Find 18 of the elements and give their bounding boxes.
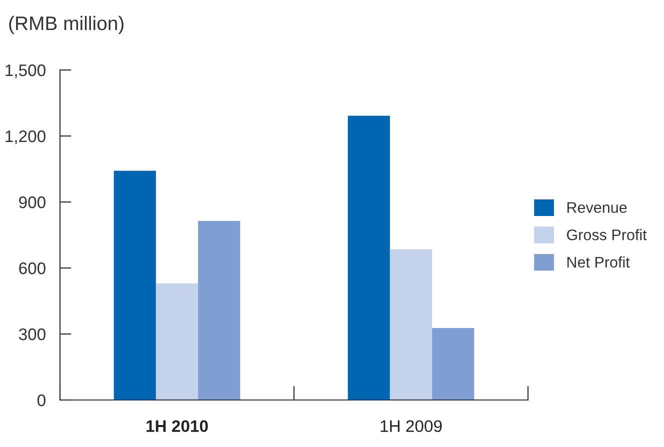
bar bbox=[156, 283, 198, 400]
y-tick-label: 1,500 bbox=[6, 64, 46, 78]
y-axis-title: (RMB million) bbox=[9, 16, 124, 34]
legend-label: Gross Profit bbox=[566, 229, 647, 240]
y-tick-label: 1,200 bbox=[6, 130, 46, 144]
y-tick-label: 600 bbox=[19, 262, 46, 274]
legend-label: Revenue bbox=[567, 202, 627, 213]
y-tick-label: 300 bbox=[18, 328, 46, 340]
bar bbox=[432, 328, 474, 400]
bar bbox=[198, 220, 240, 400]
bar bbox=[348, 116, 390, 400]
x-tick-label: 1H 2009 bbox=[380, 420, 442, 432]
bar bbox=[114, 170, 156, 400]
bar bbox=[390, 249, 432, 400]
y-tick-label: 0 bbox=[37, 394, 46, 406]
y-tick-label: 900 bbox=[19, 196, 46, 208]
x-tick-label: 1H 2010 bbox=[146, 420, 208, 432]
legend-label: Net Profit bbox=[567, 256, 630, 268]
